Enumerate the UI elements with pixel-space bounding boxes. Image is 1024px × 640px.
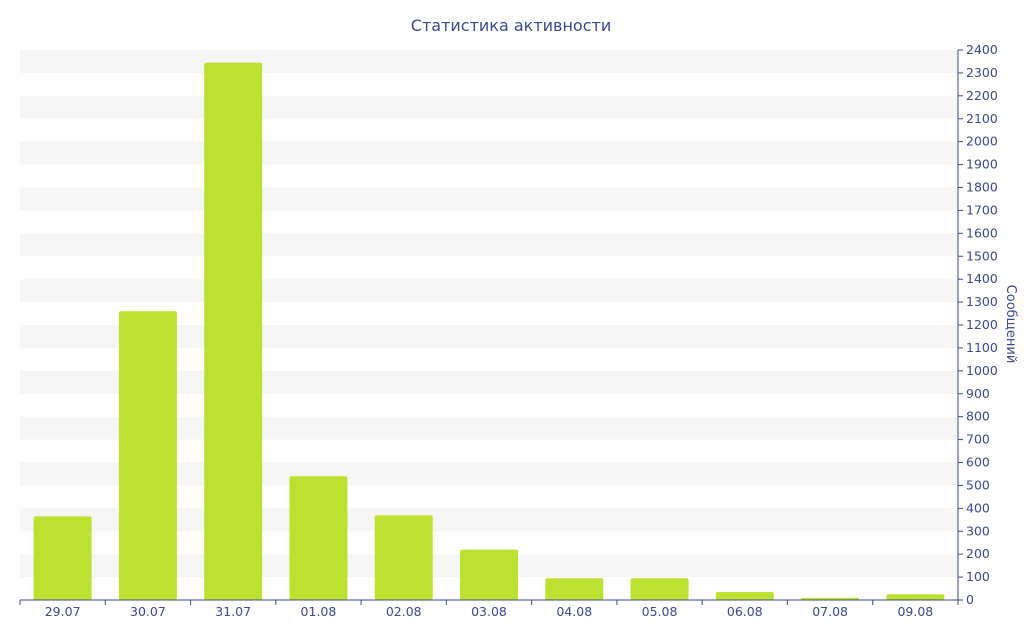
y-tick-label: 400 bbox=[966, 500, 990, 515]
y-tick-label: 1100 bbox=[966, 340, 998, 355]
grid-band bbox=[20, 50, 958, 73]
bar-05.08 bbox=[630, 578, 689, 600]
grid-band bbox=[20, 233, 958, 257]
y-tick-label: 100 bbox=[966, 569, 990, 584]
grid-band bbox=[20, 95, 958, 119]
y-tick-label: 0 bbox=[966, 592, 974, 607]
y-tick-labels: 0 100 200 300 400 500 600 700 800 900 1000 1100 1200… bbox=[966, 42, 998, 607]
x-tick-label: 07.08 bbox=[812, 604, 848, 619]
y-tick-label: 2400 bbox=[966, 42, 998, 57]
y-axis-label: Сообщений bbox=[1003, 285, 1018, 364]
y-tick-label: 700 bbox=[966, 432, 990, 447]
axes bbox=[19, 49, 963, 605]
x-tick-label: 06.08 bbox=[727, 604, 763, 619]
x-tick-label: 02.08 bbox=[386, 604, 422, 619]
y-tick-label: 2000 bbox=[966, 134, 998, 149]
bar-01.08 bbox=[289, 476, 348, 600]
y-tick-label: 2200 bbox=[966, 88, 998, 103]
x-tick-label: 30.07 bbox=[130, 604, 166, 619]
grid-band bbox=[20, 279, 958, 303]
y-tick-label: 800 bbox=[966, 409, 990, 424]
y-tick-label: 1500 bbox=[966, 248, 998, 263]
x-tick-label: 31.07 bbox=[215, 604, 251, 619]
bar-02.08 bbox=[374, 515, 433, 600]
bar-29.07 bbox=[33, 516, 92, 600]
x-tick-label: 05.08 bbox=[642, 604, 678, 619]
y-tick-label: 1800 bbox=[966, 180, 998, 195]
x-tick-label: 09.08 bbox=[897, 604, 933, 619]
y-tick-label: 600 bbox=[966, 455, 990, 470]
y-tick-label: 900 bbox=[966, 386, 990, 401]
grid-band bbox=[20, 187, 958, 211]
bar-06.08 bbox=[715, 591, 774, 600]
bar-30.07 bbox=[118, 311, 177, 600]
bar-03.08 bbox=[460, 549, 518, 600]
y-tick-label: 1200 bbox=[966, 317, 998, 332]
chart-title: Статистика активности bbox=[411, 16, 611, 35]
x-tick-label: 29.07 bbox=[45, 604, 81, 619]
bar-31.07 bbox=[204, 62, 263, 600]
y-tick-label: 1300 bbox=[966, 294, 998, 309]
y-tick-label: 2100 bbox=[966, 111, 998, 126]
bar-09.08 bbox=[886, 594, 945, 600]
bar-04.08 bbox=[545, 578, 604, 600]
y-tick-label: 1900 bbox=[966, 157, 998, 172]
bar-07.08 bbox=[801, 597, 860, 600]
y-tick-label: 1700 bbox=[966, 202, 998, 217]
y-tick-label: 500 bbox=[966, 477, 990, 492]
grid-band bbox=[20, 141, 958, 165]
y-tick-label: 2300 bbox=[966, 65, 998, 80]
y-tick-label: 300 bbox=[966, 523, 990, 538]
y-tick-label: 1600 bbox=[966, 225, 998, 240]
x-tick-label: 01.08 bbox=[301, 604, 337, 619]
y-tick-label: 200 bbox=[966, 546, 990, 561]
x-tick-label: 04.08 bbox=[556, 604, 592, 619]
x-tick-label: 03.08 bbox=[471, 604, 507, 619]
y-tick-label: 1000 bbox=[966, 363, 998, 378]
bars bbox=[33, 62, 945, 600]
x-tick-labels: 29.07 30.07 31.07 01.08 02.08 03.08 04.08 05.08… bbox=[45, 604, 934, 619]
y-tick-label: 1400 bbox=[966, 271, 998, 286]
